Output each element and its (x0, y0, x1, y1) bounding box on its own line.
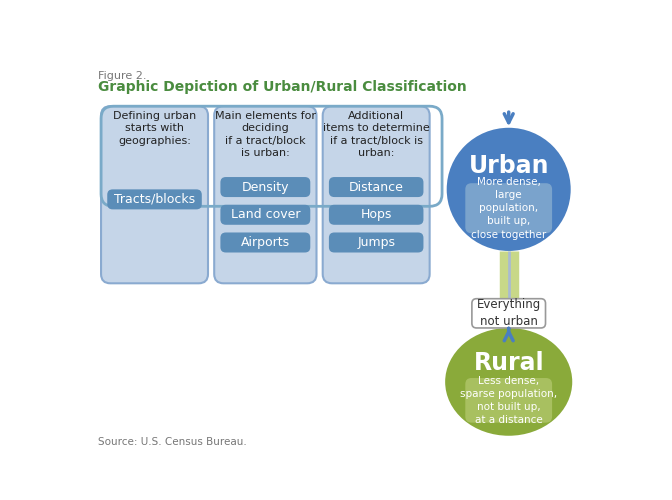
Text: Less dense,
sparse population,
not built up,
at a distance: Less dense, sparse population, not built… (460, 376, 557, 425)
FancyBboxPatch shape (214, 106, 317, 284)
Ellipse shape (447, 128, 571, 251)
Text: Rural: Rural (473, 350, 544, 374)
Text: Tracts/blocks: Tracts/blocks (114, 193, 195, 206)
FancyBboxPatch shape (108, 190, 202, 210)
FancyBboxPatch shape (220, 205, 310, 225)
Text: Density: Density (242, 180, 289, 194)
FancyBboxPatch shape (465, 378, 552, 422)
FancyBboxPatch shape (101, 106, 208, 284)
Text: Additional
items to determine
if a tract/block is
urban:: Additional items to determine if a tract… (323, 111, 429, 158)
Text: Urban: Urban (468, 154, 549, 178)
FancyBboxPatch shape (329, 177, 423, 197)
Text: Source: U.S. Census Bureau.: Source: U.S. Census Bureau. (98, 438, 247, 448)
Ellipse shape (445, 328, 573, 436)
FancyBboxPatch shape (329, 205, 423, 225)
Text: Distance: Distance (349, 180, 404, 194)
Text: Land cover: Land cover (230, 208, 300, 222)
FancyBboxPatch shape (323, 106, 429, 284)
Text: Everything
not urban: Everything not urban (476, 298, 541, 328)
Text: Defining urban
starts with
geographies:: Defining urban starts with geographies: (113, 111, 196, 146)
FancyBboxPatch shape (220, 232, 310, 252)
FancyBboxPatch shape (329, 232, 423, 252)
Text: Graphic Depiction of Urban/Rural Classification: Graphic Depiction of Urban/Rural Classif… (98, 80, 466, 94)
Text: More dense,
large
population,
built up,
close together: More dense, large population, built up, … (471, 177, 546, 240)
FancyBboxPatch shape (472, 298, 546, 328)
Text: Airports: Airports (241, 236, 290, 249)
Text: Main elements for
deciding
if a tract/block
is urban:: Main elements for deciding if a tract/bl… (215, 111, 316, 158)
FancyBboxPatch shape (465, 183, 552, 233)
Text: Jumps: Jumps (358, 236, 395, 249)
Text: Hops: Hops (360, 208, 392, 222)
FancyBboxPatch shape (220, 177, 310, 197)
Text: Figure 2.: Figure 2. (98, 71, 146, 81)
